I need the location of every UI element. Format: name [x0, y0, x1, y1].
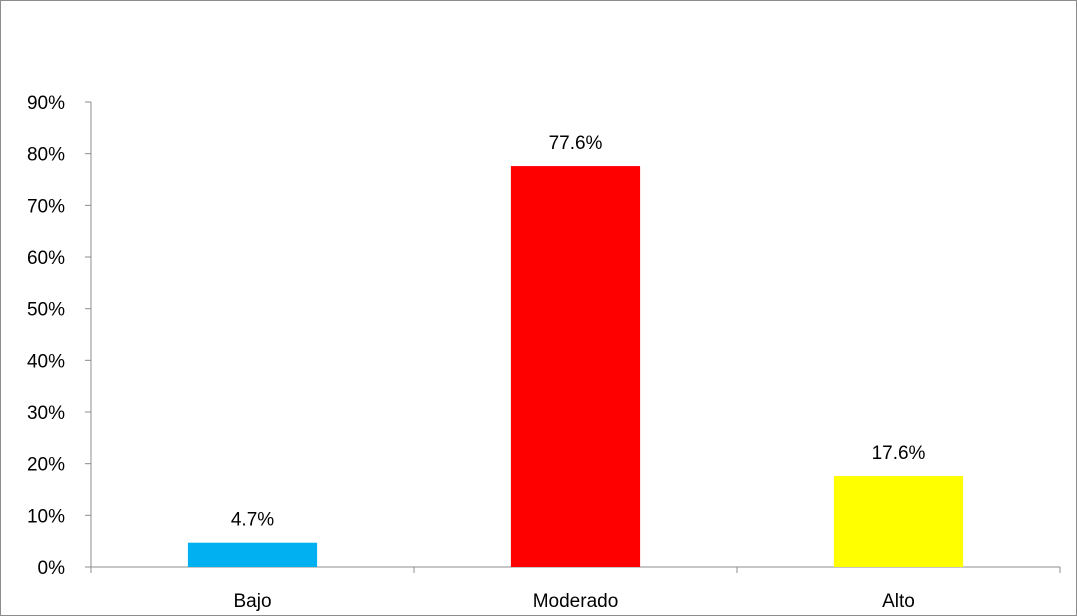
y-tick-label: 80% — [27, 145, 65, 166]
bar-moderado — [510, 166, 641, 568]
y-tick-label: 40% — [27, 351, 65, 372]
y-tick-label: 90% — [27, 93, 65, 114]
y-tick-label: 70% — [27, 196, 65, 217]
data-label: 77.6% — [549, 133, 603, 154]
y-tick-label: 0% — [38, 558, 66, 579]
y-tick-label: 10% — [27, 506, 65, 527]
data-label: 17.6% — [872, 443, 926, 464]
x-category-label: Moderado — [533, 591, 619, 612]
y-tick-label: 30% — [27, 403, 65, 424]
y-tick-label: 60% — [27, 248, 65, 269]
bar-alto — [833, 476, 964, 567]
bar-bajo — [187, 542, 318, 567]
y-tick-label: 20% — [27, 455, 65, 476]
x-category-label: Bajo — [233, 591, 271, 612]
y-tick-label: 50% — [27, 300, 65, 321]
x-category-label: Alto — [882, 591, 915, 612]
data-label: 4.7% — [231, 510, 274, 531]
